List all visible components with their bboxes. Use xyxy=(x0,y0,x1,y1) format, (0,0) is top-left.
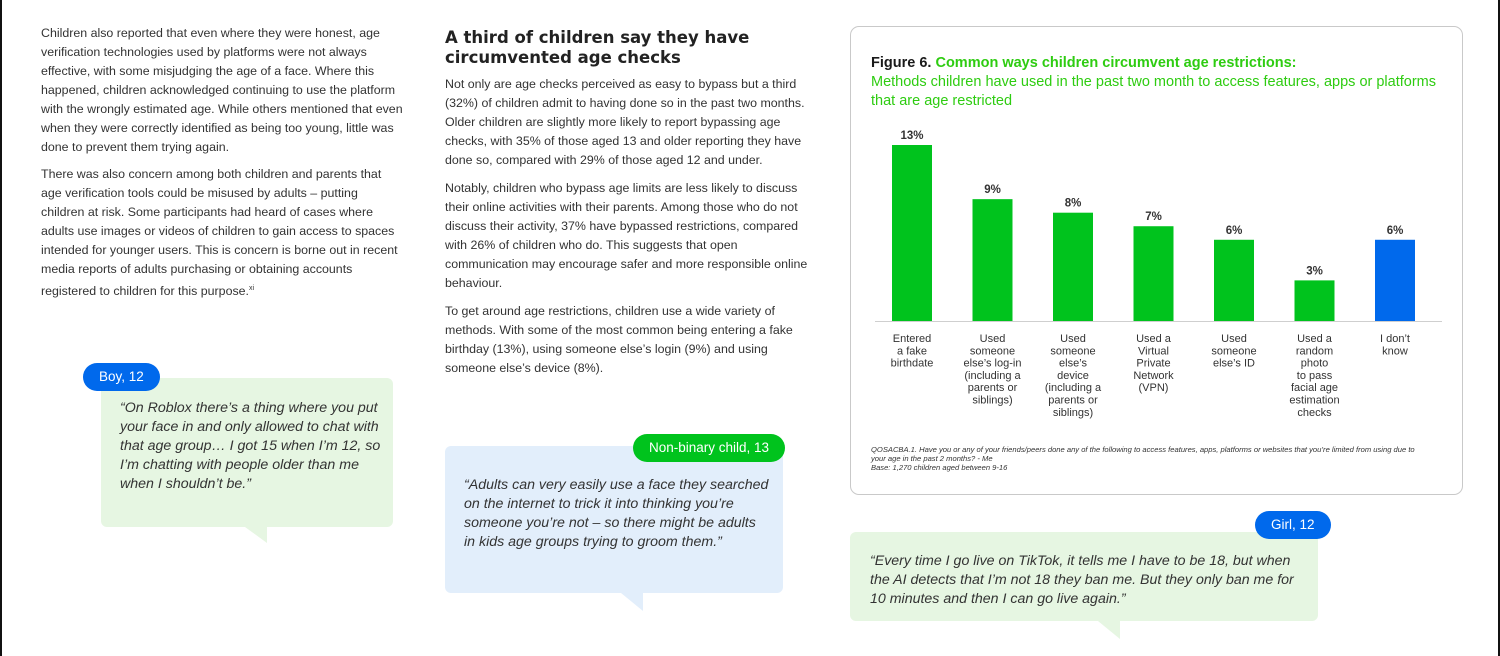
bar-3 xyxy=(1053,212,1093,321)
left-paragraph-1: Children also reported that even where t… xyxy=(41,26,403,154)
bar-6 xyxy=(1294,280,1335,321)
figure-subtitle: Methods children have used in the past t… xyxy=(871,74,1436,109)
value-label-7: 6% xyxy=(1387,225,1404,237)
bar-4 xyxy=(1133,226,1174,321)
speaker-badge: Girl, 12 xyxy=(1255,511,1331,539)
category-label-4: Used a Virtual Private Network (VPN) xyxy=(1133,333,1174,394)
quote-text: “On Roblox there’s a thing where you put… xyxy=(120,400,381,492)
category-label-3: Used someone else’s device (including a paren… xyxy=(1045,333,1102,419)
speech-tail xyxy=(245,527,267,543)
page-edge-left xyxy=(0,0,2,656)
figure-card: Figure 6. Common ways children circumven… xyxy=(850,26,1463,495)
left-paragraph-2-text: There was also concern among both childr… xyxy=(41,167,398,299)
speaker-badge: Boy, 12 xyxy=(83,363,160,391)
figure-main-title: Common ways children circumvent age rest… xyxy=(935,55,1297,71)
category-label-2: Used someone else’s log-in (including a pare… xyxy=(964,333,1022,407)
footnote-ref: xi xyxy=(249,285,255,292)
bar-1 xyxy=(892,145,932,321)
value-label-2: 9% xyxy=(984,184,1001,196)
left-paragraph-2: There was also concern among both childr… xyxy=(41,165,403,301)
bar-5 xyxy=(1214,239,1254,321)
speech-tail xyxy=(1098,621,1120,639)
quote-card-boy: “On Roblox there’s a thing where you put… xyxy=(101,378,393,543)
quote-text: “Every time I go live on TikTok, it tell… xyxy=(870,553,1294,607)
bar-chart: 13% Entered a fake birthdate 9% Used someone el… xyxy=(875,130,1442,419)
base-note: Base: 1,270 children aged between 9-16 xyxy=(871,463,1008,472)
category-label-5: Used someone else’s ID xyxy=(1211,333,1256,370)
value-label-3: 8% xyxy=(1065,198,1082,210)
speech-tail xyxy=(621,593,643,611)
page-edge-right xyxy=(1498,0,1500,656)
category-label-6: Used a random photo to pass facial age estima… xyxy=(1289,333,1339,419)
speaker-badge: Non-binary child, 13 xyxy=(633,434,786,462)
section-heading: A third of children say they have circum… xyxy=(445,28,750,67)
figure-label: Figure 6. xyxy=(871,55,932,71)
quote-text: “Adults can very easily use a face they … xyxy=(464,477,769,550)
category-label-7: I don’t know xyxy=(1380,333,1410,357)
value-label-1: 13% xyxy=(900,130,923,142)
middle-paragraph-3: To get around age restrictions, children… xyxy=(445,304,793,375)
middle-paragraph-1: Not only are age checks perceived as eas… xyxy=(445,77,805,167)
middle-paragraph-2: Notably, children who bypass age limits … xyxy=(445,181,808,290)
quote-card-girl: “Every time I go live on TikTok, it tell… xyxy=(850,532,1318,639)
middle-column: A third of children say they have circum… xyxy=(445,28,811,387)
question-note: QOSACBA.1. Have you or any of your frien… xyxy=(871,445,1415,463)
category-label-1: Entered a fake birthdate xyxy=(891,333,934,370)
bar-7 xyxy=(1375,239,1415,321)
value-label-4: 7% xyxy=(1145,211,1162,223)
figure-title: Figure 6. Common ways children circumven… xyxy=(871,54,1441,111)
figure-note: QOSACBA.1. Have you or any of your frien… xyxy=(871,445,1431,472)
value-label-6: 3% xyxy=(1306,265,1323,277)
quote-card-non-binary: “Adults can very easily use a face they … xyxy=(445,446,783,611)
left-column: Children also reported that even where t… xyxy=(41,24,403,309)
bar-2 xyxy=(972,199,1013,321)
value-label-5: 6% xyxy=(1226,225,1243,237)
